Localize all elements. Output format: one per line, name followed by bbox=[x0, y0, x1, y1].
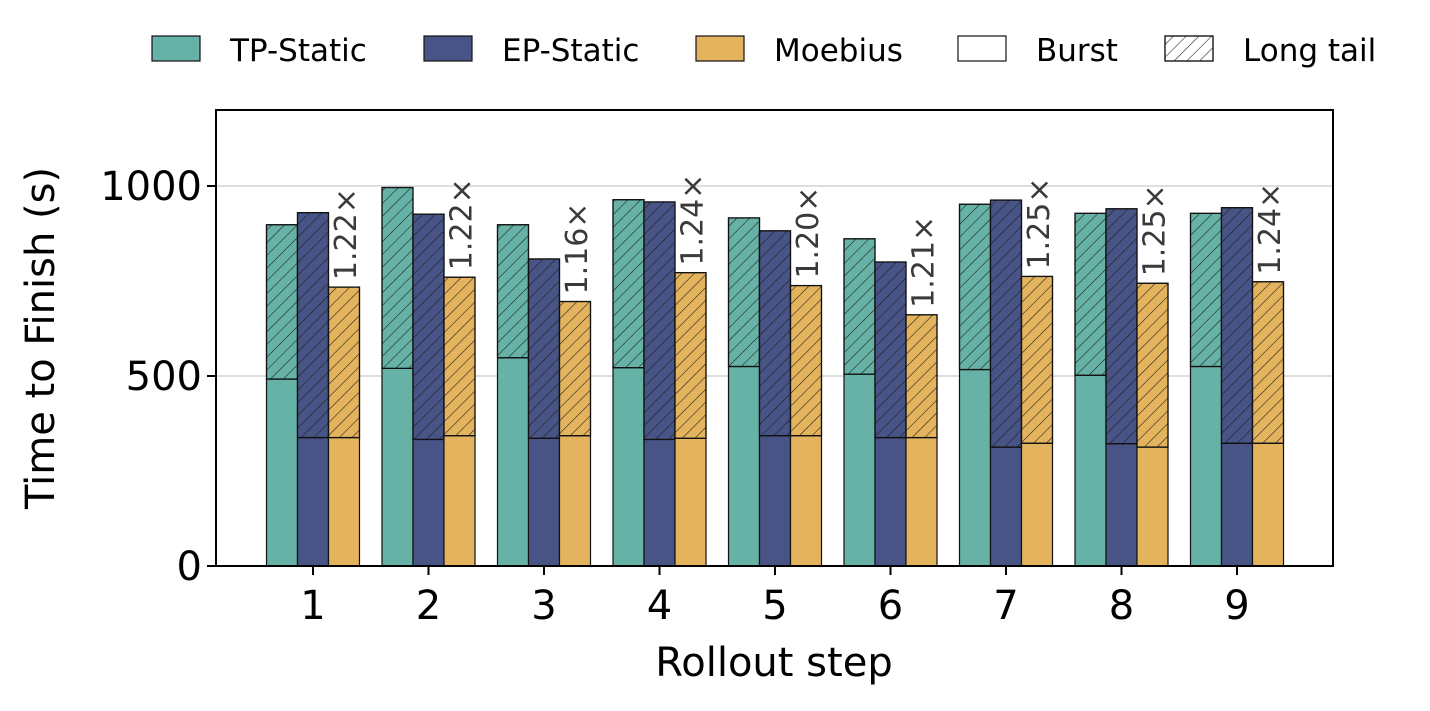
y-tick-label: 1000 bbox=[100, 164, 202, 210]
bar-longtail-hatch bbox=[1074, 212, 1107, 376]
y-axis-label: Time to Finish (s) bbox=[18, 167, 64, 510]
bar-burst-ep-static-step-7 bbox=[989, 446, 1023, 567]
x-tick-label: 2 bbox=[416, 583, 441, 629]
bar-longtail-hatch bbox=[843, 238, 876, 375]
speedup-label: 1.16× bbox=[560, 203, 595, 295]
legend: TP-Static EP-Static Moebius Burst Long tail bbox=[151, 33, 1376, 69]
speedup-label: 1.25× bbox=[1138, 184, 1173, 276]
x-tick-label: 5 bbox=[762, 583, 787, 629]
speedup-labels: 1.22× 1.22× 1.16× 1.24× 1.20× 1.21× 1.25× 1.25×… bbox=[329, 174, 1288, 308]
bar-burst-ep-static-step-9 bbox=[1220, 442, 1254, 567]
legend-swatch bbox=[957, 35, 1007, 62]
bar-burst-ep-static-step-1 bbox=[296, 436, 330, 567]
bar-burst-moebius-step-5 bbox=[789, 435, 823, 567]
speedup-label: 1.22× bbox=[445, 178, 480, 270]
bar-burst-moebius-step-2 bbox=[443, 435, 476, 567]
bar-longtail-hatch bbox=[727, 217, 761, 368]
legend-label: Long tail bbox=[1243, 33, 1376, 69]
speedup-label: 1.24× bbox=[1253, 183, 1288, 275]
bar-longtail-hatch bbox=[612, 199, 645, 369]
legend-label: EP-Static bbox=[502, 33, 639, 69]
bar-burst-ep-static-step-2 bbox=[412, 438, 445, 567]
x-tick-label: 8 bbox=[1109, 583, 1134, 629]
bar-burst-ep-static-step-8 bbox=[1105, 443, 1138, 567]
legend-swatch bbox=[423, 35, 473, 62]
x-tick-label: 9 bbox=[1224, 583, 1249, 629]
legend-item-burst: Burst bbox=[957, 33, 1118, 69]
bar-burst-tp-static-step-5 bbox=[727, 365, 761, 567]
bar-burst-ep-static-step-4 bbox=[643, 438, 676, 567]
bar-burst-tp-static-step-2 bbox=[381, 367, 414, 567]
speedup-label: 1.20× bbox=[791, 187, 826, 279]
legend-item-ep-static: EP-Static bbox=[423, 33, 639, 69]
bar-longtail-hatch bbox=[1220, 207, 1254, 444]
legend-swatch-hatch bbox=[1164, 35, 1214, 62]
bar-burst-tp-static-step-6 bbox=[843, 373, 876, 567]
bar-longtail-hatch bbox=[558, 300, 592, 437]
axes: 0 500 1000 1 2 3 4 5 6 7 8 9 bbox=[100, 164, 1250, 629]
legend-label: Moebius bbox=[774, 33, 903, 69]
x-tick-label: 1 bbox=[300, 583, 325, 629]
x-tick-label: 7 bbox=[993, 583, 1018, 629]
bar-longtail-hatch bbox=[381, 186, 414, 370]
x-tick-label: 3 bbox=[531, 583, 556, 629]
legend-item-tp-static: TP-Static bbox=[151, 33, 367, 69]
x-axis-label: Rollout step bbox=[655, 640, 892, 686]
bar-burst-moebius-step-3 bbox=[558, 435, 592, 567]
bar-longtail-hatch bbox=[1136, 282, 1169, 448]
bar-longtail-hatch bbox=[496, 224, 530, 359]
bar-longtail-hatch bbox=[643, 201, 676, 441]
bar-burst-moebius-step-8 bbox=[1136, 446, 1169, 567]
bar-longtail-hatch bbox=[296, 212, 330, 439]
bar-longtail-hatch bbox=[758, 230, 792, 437]
bar-longtail-hatch bbox=[905, 314, 938, 439]
bar-burst-tp-static-step-4 bbox=[612, 367, 645, 567]
bar-longtail-hatch bbox=[958, 203, 992, 371]
bar-longtail-hatch bbox=[1105, 208, 1138, 445]
bar-burst-moebius-step-9 bbox=[1251, 442, 1285, 567]
speedup-label: 1.25× bbox=[1022, 178, 1057, 270]
legend-label: TP-Static bbox=[229, 33, 367, 69]
bar-burst-tp-static-step-9 bbox=[1189, 365, 1223, 567]
bar-longtail-hatch bbox=[1189, 212, 1223, 368]
bar-burst-ep-static-step-5 bbox=[758, 435, 792, 567]
y-tick-label: 500 bbox=[126, 354, 202, 400]
legend-swatch bbox=[151, 35, 201, 62]
bar-burst-moebius-step-6 bbox=[905, 436, 938, 567]
legend-item-long-tail: Long tail bbox=[1164, 33, 1376, 69]
bar-burst-ep-static-step-3 bbox=[527, 437, 561, 567]
bar-burst-ep-static-step-6 bbox=[874, 436, 907, 567]
speedup-label: 1.21× bbox=[907, 216, 942, 308]
bar-longtail-hatch bbox=[874, 261, 907, 439]
y-tick-label: 0 bbox=[177, 544, 202, 590]
bar-longtail-hatch bbox=[327, 286, 361, 439]
legend-item-moebius: Moebius bbox=[695, 33, 903, 69]
bar-burst-tp-static-step-3 bbox=[496, 357, 530, 567]
speedup-label: 1.22× bbox=[329, 188, 364, 280]
bar-longtail-hatch bbox=[265, 224, 299, 380]
legend-label: Burst bbox=[1036, 33, 1118, 69]
x-tick-label: 4 bbox=[647, 583, 672, 629]
bar-longtail-hatch bbox=[527, 258, 561, 439]
bar-longtail-hatch bbox=[443, 276, 476, 437]
bar-longtail-hatch bbox=[1020, 275, 1054, 444]
legend-swatch bbox=[695, 35, 745, 62]
bar-burst-tp-static-step-1 bbox=[265, 378, 299, 567]
bar-longtail-hatch bbox=[989, 199, 1023, 448]
speedup-label: 1.24× bbox=[676, 174, 711, 266]
bar-burst-moebius-step-1 bbox=[327, 436, 361, 567]
bar-burst-moebius-step-7 bbox=[1020, 442, 1054, 567]
bar-longtail-hatch bbox=[1251, 281, 1285, 444]
bar-burst-moebius-step-4 bbox=[674, 437, 707, 567]
x-tick-label: 6 bbox=[878, 583, 903, 629]
bars bbox=[265, 186, 1285, 567]
bar-burst-tp-static-step-7 bbox=[958, 368, 992, 567]
bar-longtail-hatch bbox=[674, 272, 707, 439]
bar-longtail-hatch bbox=[789, 284, 823, 437]
bar-burst-tp-static-step-8 bbox=[1074, 374, 1107, 567]
bar-longtail-hatch bbox=[412, 213, 445, 441]
